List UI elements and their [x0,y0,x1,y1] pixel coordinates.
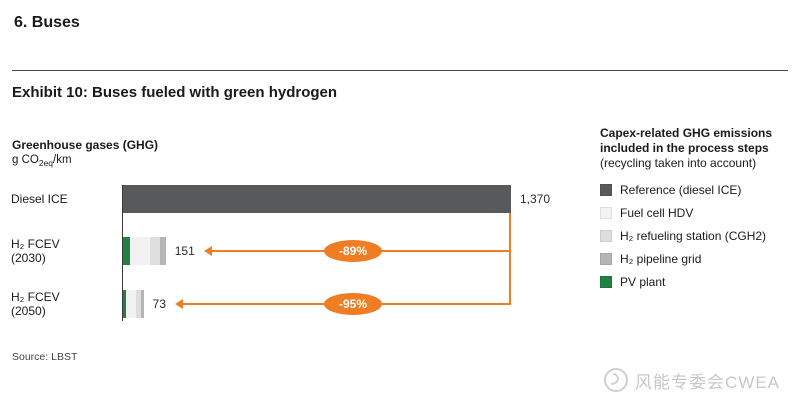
reduction-badge: -89% [324,240,382,262]
cwea-logo-icon [604,368,628,392]
reduction-badge: -95% [324,293,382,315]
legend-swatch [600,253,612,265]
bar-segment-fuel_cell_hdv [126,290,137,318]
legend-swatch [600,276,612,288]
reference-vertical-line [509,213,511,305]
source-note: Source: LBST [12,351,78,363]
legend-label: PV plant [620,275,666,289]
arrow-head [174,299,183,309]
chart-row-3: H₂ FCEV (2050) 73 -95% [11,290,511,318]
legend-label: H₂ refueling station (CGH2) [620,229,767,243]
bar-segment-refueling_station [136,290,141,318]
unit-text-2: /km [53,154,72,166]
unit-subscript: 2eq [38,158,54,168]
watermark: 风能专委会CWEA [603,367,780,393]
bar-segment-fuel_cell_hdv [130,237,150,265]
bar-segment-pipeline_grid [159,237,166,265]
chart-row-2: H₂ FCEV (2030) 151 -89% [11,237,511,265]
legend-items: Reference (diesel ICE) Fuel cell HDV H₂ re… [600,183,796,289]
legend-swatch [600,184,612,196]
row-label: Diesel ICE [11,192,68,206]
legend: Capex-related GHG emissions included in … [600,126,796,298]
bar [123,185,511,213]
chart-row-1: Diesel ICE 1,370 [11,185,550,213]
bar-segment-pv_plant [123,237,131,265]
bar-value: 151 [174,244,195,258]
chart-title: Greenhouse gases (GHG) [12,138,159,152]
legend-item: Reference (diesel ICE) [600,183,796,197]
arrow-head [203,246,212,256]
ghg-bar-chart: Diesel ICE 1,370 H₂ FCEV (2030) 151 -89% H₂ FC… [11,185,550,321]
legend-item: H₂ refueling station (CGH2) [600,229,796,243]
legend-title: Capex-related GHG emissions included in … [600,126,773,155]
legend-item: Fuel cell HDV [600,206,796,220]
legend-item: H₂ pipeline grid [600,252,796,266]
legend-swatch [600,230,612,242]
legend-subtitle: (recycling taken into account) [600,156,757,170]
divider [12,70,788,71]
exhibit-title: Exhibit 10: Buses fueled with green hydr… [12,84,338,101]
bar-segment-refueling_station [149,237,160,265]
row-label: H₂ FCEV (2030) [11,237,60,265]
legend-label: H₂ pipeline grid [620,252,702,266]
bar-value: 1,370 [520,192,551,206]
legend-swatch [600,207,612,219]
unit-text: g CO [12,154,39,166]
bar-segment-pipeline_grid [140,290,144,318]
section-title: 6. Buses [14,14,80,31]
legend-item: PV plant [600,275,796,289]
row-label: H₂ FCEV (2050) [11,290,60,318]
bar [123,290,144,318]
legend-label: Fuel cell HDV [620,206,694,220]
legend-label: Reference (diesel ICE) [620,183,742,197]
bar-value: 73 [152,297,167,311]
bar [123,237,166,265]
chart-unit-label: g CO2eq/km [12,154,72,168]
watermark-text: 风能专委会CWEA [635,372,780,392]
bar-segment-pv_plant [123,290,127,318]
